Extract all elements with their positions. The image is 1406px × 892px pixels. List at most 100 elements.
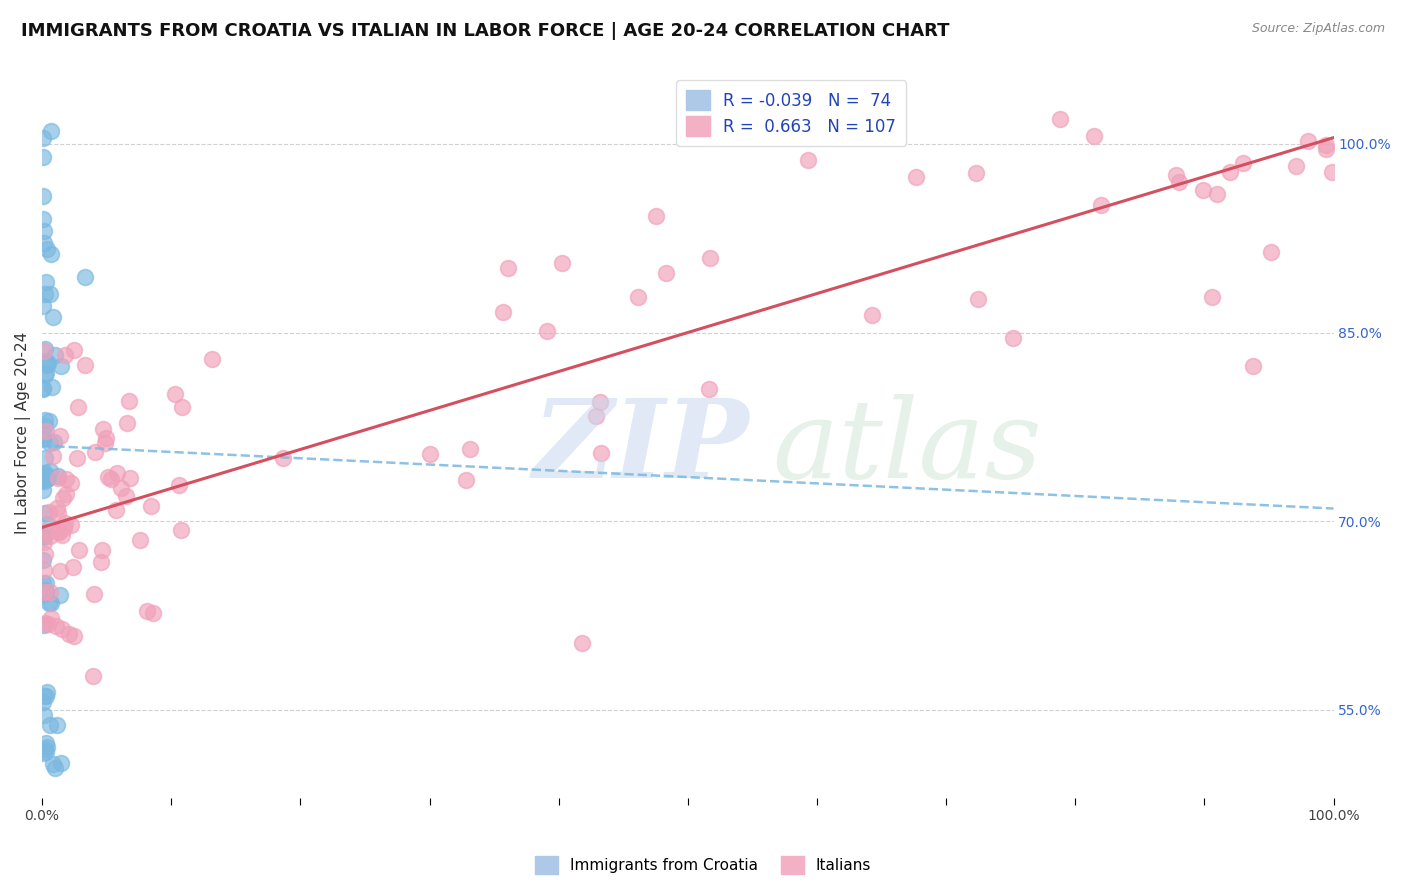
Point — [496, 260, 519, 275]
Legend: Immigrants from Croatia, Italians: Immigrants from Croatia, Italians — [529, 850, 877, 880]
Point — [37, 242, 59, 256]
Text: Source: ZipAtlas.com: Source: ZipAtlas.com — [1251, 22, 1385, 36]
Point — [46, 501, 69, 516]
Point — [46, 507, 69, 521]
Point — [1241, 359, 1264, 373]
Point — [39, 124, 62, 138]
Point — [51, 622, 73, 636]
Point — [32, 224, 55, 238]
Point — [35, 745, 58, 759]
Point — [120, 471, 142, 485]
Point — [63, 629, 86, 643]
Point — [273, 451, 295, 466]
Point — [1320, 165, 1343, 179]
Point — [201, 351, 224, 366]
Point — [1232, 156, 1254, 170]
Point — [63, 343, 86, 357]
Point — [536, 325, 558, 339]
Point — [49, 428, 72, 442]
Point — [32, 211, 55, 226]
Point — [51, 756, 73, 770]
Point — [645, 209, 668, 223]
Point — [1083, 129, 1105, 144]
Point — [589, 395, 612, 409]
Point — [34, 563, 56, 577]
Point — [1315, 137, 1337, 152]
Point — [699, 382, 721, 396]
Point — [46, 469, 69, 483]
Point — [1219, 164, 1241, 178]
Point — [34, 467, 56, 481]
Point — [67, 401, 90, 415]
Point — [34, 343, 56, 357]
Point — [585, 409, 607, 423]
Point — [35, 740, 58, 755]
Point — [39, 286, 62, 301]
Point — [39, 464, 62, 478]
Point — [100, 473, 122, 487]
Text: IMMIGRANTS FROM CROATIA VS ITALIAN IN LABOR FORCE | AGE 20-24 CORRELATION CHART: IMMIGRANTS FROM CROATIA VS ITALIAN IN LA… — [21, 22, 949, 40]
Point — [967, 292, 990, 306]
Point — [492, 305, 515, 319]
Point — [42, 449, 65, 463]
Text: ZIP: ZIP — [533, 394, 749, 501]
Point — [35, 735, 58, 749]
Point — [45, 619, 67, 633]
Point — [905, 169, 928, 184]
Point — [82, 668, 104, 682]
Point — [38, 506, 60, 520]
Point — [796, 153, 818, 167]
Point — [139, 499, 162, 513]
Point — [34, 582, 56, 597]
Point — [142, 606, 165, 620]
Point — [1164, 168, 1187, 182]
Point — [55, 472, 77, 486]
Point — [51, 528, 73, 542]
Point — [83, 445, 105, 459]
Point — [1201, 290, 1223, 304]
Point — [1002, 331, 1025, 345]
Point — [37, 617, 59, 632]
Point — [627, 290, 650, 304]
Point — [32, 689, 55, 703]
Point — [32, 428, 55, 442]
Point — [1260, 245, 1282, 260]
Point — [34, 287, 56, 301]
Point — [965, 166, 987, 180]
Point — [53, 516, 76, 530]
Point — [35, 366, 58, 380]
Point — [35, 576, 58, 591]
Point — [655, 266, 678, 280]
Point — [860, 308, 883, 322]
Point — [34, 585, 56, 599]
Point — [458, 442, 481, 457]
Point — [34, 547, 56, 561]
Point — [52, 521, 75, 535]
Point — [32, 473, 55, 487]
Point — [49, 588, 72, 602]
Point — [44, 348, 66, 362]
Point — [38, 717, 60, 731]
Point — [38, 596, 60, 610]
Point — [35, 358, 58, 372]
Point — [419, 447, 441, 461]
Legend: R = -0.039   N =  74, R =  0.663   N = 107: R = -0.039 N = 74, R = 0.663 N = 107 — [676, 80, 905, 145]
Point — [49, 565, 72, 579]
Point — [31, 189, 53, 203]
Point — [37, 471, 59, 485]
Point — [31, 553, 53, 567]
Point — [45, 718, 67, 732]
Point — [32, 344, 55, 359]
Point — [172, 400, 194, 414]
Point — [1192, 183, 1215, 197]
Point — [32, 236, 55, 251]
Point — [32, 530, 55, 544]
Point — [32, 746, 55, 760]
Point — [39, 584, 62, 599]
Point — [97, 470, 120, 484]
Point — [1049, 112, 1071, 126]
Point — [34, 742, 56, 756]
Point — [115, 489, 138, 503]
Point — [49, 359, 72, 373]
Point — [75, 359, 97, 373]
